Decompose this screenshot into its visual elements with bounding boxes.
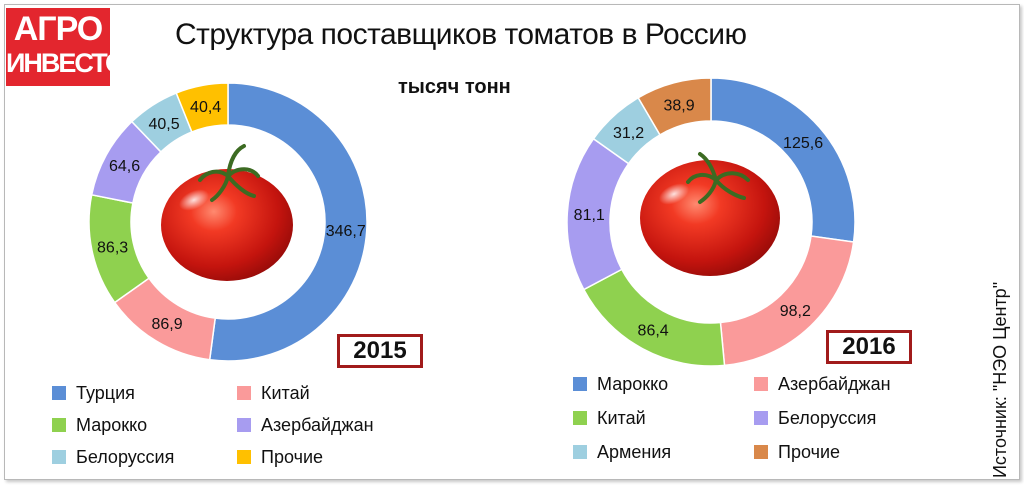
data-label-2016-3: 81,1 bbox=[574, 207, 605, 224]
data-label-2015-0: 346,7 bbox=[326, 223, 366, 240]
data-label-2015-4: 40,5 bbox=[148, 116, 179, 133]
legend-label: Марокко bbox=[597, 374, 669, 394]
legend-swatch bbox=[237, 386, 251, 400]
legend-label: Турция bbox=[76, 383, 135, 403]
legend-swatch bbox=[237, 450, 251, 464]
donut-2016: 125,6 98,2 86,4 81,1 31,2 38,9 bbox=[566, 77, 856, 367]
data-label-2016-4: 31,2 bbox=[613, 125, 644, 142]
legend-label: Прочие bbox=[778, 442, 841, 462]
data-label-2016-5: 38,9 bbox=[663, 97, 694, 114]
legend-label: Китай bbox=[597, 408, 646, 428]
legend-label: Белоруссия bbox=[76, 447, 175, 467]
data-label-2015-3: 64,6 bbox=[109, 158, 140, 175]
legend-swatch bbox=[754, 411, 768, 425]
data-label-2015-1: 86,9 bbox=[152, 316, 183, 333]
chart-title: Структура поставщиков томатов в Россию bbox=[175, 18, 747, 51]
legend-swatch bbox=[52, 418, 66, 432]
logo-text-line-1: АГРО bbox=[13, 10, 104, 48]
data-label-2015-2: 86,3 bbox=[97, 240, 128, 257]
legend-label: Армения bbox=[597, 442, 672, 462]
legend-label: Китай bbox=[261, 383, 310, 403]
legend-swatch bbox=[237, 418, 251, 432]
donut-2015: 346,7 86,9 86,3 64,6 40,5 40,4 bbox=[88, 82, 368, 362]
data-label-2016-1: 98,2 bbox=[780, 303, 811, 320]
data-label-2015-5: 40,4 bbox=[190, 99, 221, 116]
donut-slice-2015-5 bbox=[175, 82, 229, 133]
data-label-2016-2: 86,4 bbox=[638, 322, 669, 339]
year-label-2015: 2015 bbox=[337, 334, 423, 368]
legend-swatch bbox=[754, 445, 768, 459]
legend-label: Азербайджан bbox=[778, 374, 891, 394]
tomato-image-2016 bbox=[640, 152, 780, 276]
legend-label: Белоруссия bbox=[778, 408, 877, 428]
legend-swatch bbox=[754, 377, 768, 391]
donut-slice-2016-5 bbox=[637, 77, 712, 136]
donut-slice-2015-0 bbox=[208, 82, 368, 362]
legend-swatch bbox=[573, 445, 587, 459]
unit-label: тысяч тонн bbox=[398, 76, 511, 98]
legend-swatch bbox=[52, 450, 66, 464]
legend-label: Прочие bbox=[261, 447, 324, 467]
legend-label: Марокко bbox=[76, 415, 148, 435]
legend-swatch bbox=[52, 386, 66, 400]
legend-label: Азербайджан bbox=[261, 415, 374, 435]
tomato-image-2015 bbox=[161, 144, 293, 281]
legend-swatch bbox=[573, 377, 587, 391]
year-label-2016: 2016 bbox=[826, 330, 912, 364]
donut-slice-2016-2 bbox=[582, 268, 726, 367]
data-label-2016-0: 125,6 bbox=[783, 135, 823, 152]
legend-swatch bbox=[573, 411, 587, 425]
